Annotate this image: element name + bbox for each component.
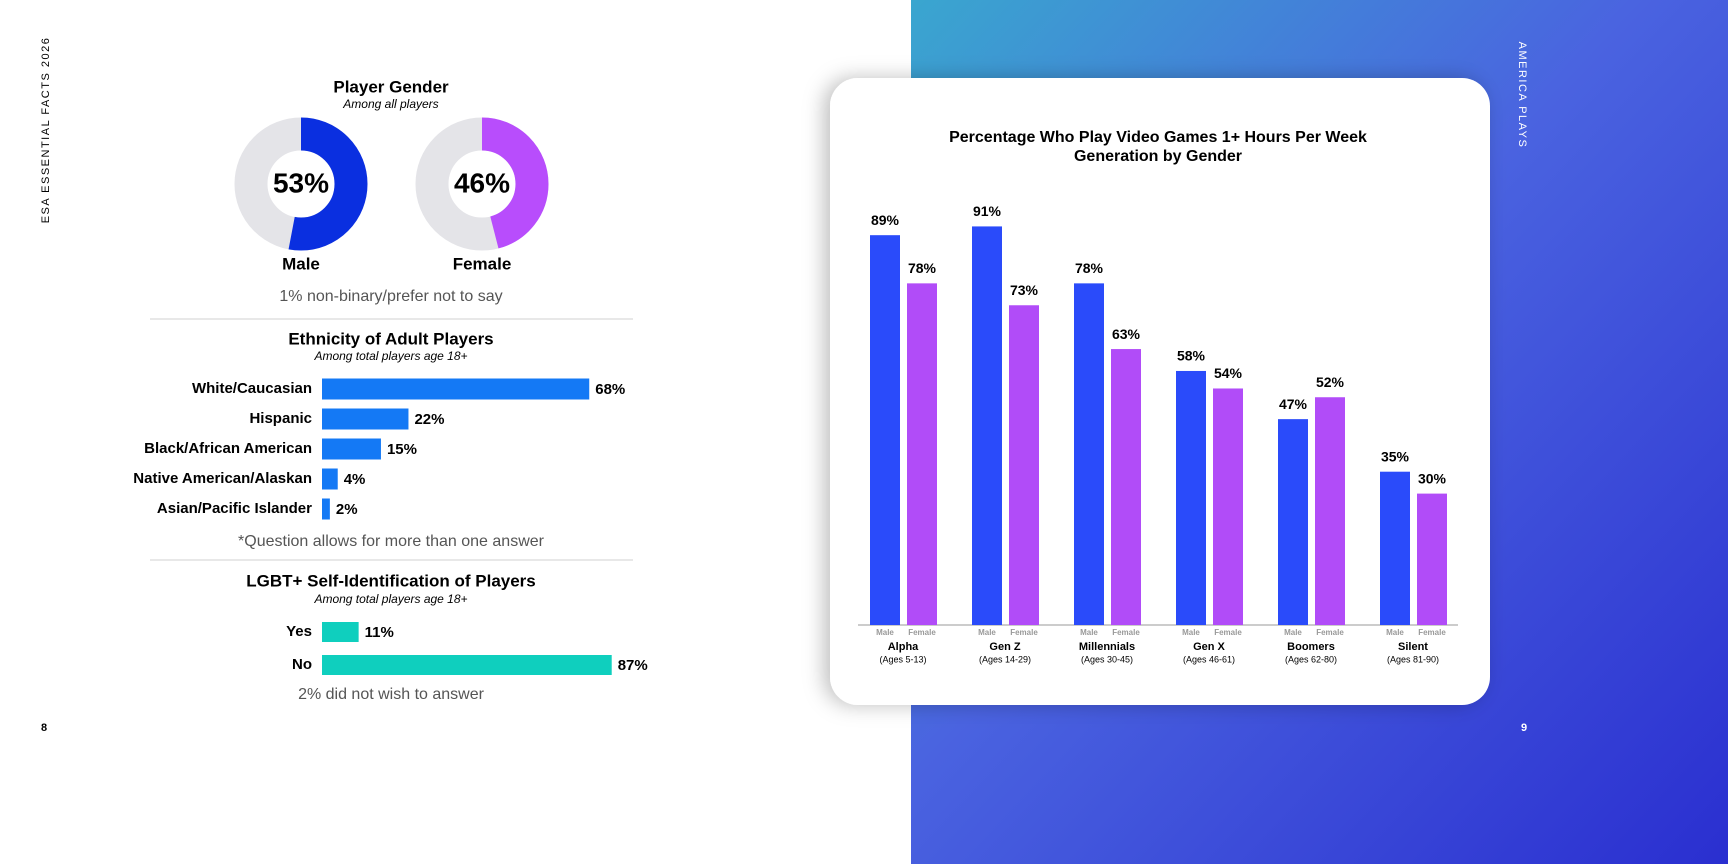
bar-value-label: 78% bbox=[908, 260, 937, 276]
series-label: Female bbox=[1418, 628, 1446, 637]
category-label: Millennials bbox=[1079, 641, 1135, 653]
category-label: Silent bbox=[1398, 641, 1428, 653]
series-label: Female bbox=[1214, 628, 1242, 637]
running-title: ESA ESSENTIAL FACTS 2026 bbox=[40, 37, 52, 224]
bar-value-label: 35% bbox=[1381, 448, 1410, 464]
bar bbox=[1278, 419, 1308, 625]
bar bbox=[1315, 397, 1345, 625]
category-label: Alpha bbox=[888, 641, 919, 653]
category-label: Boomers bbox=[1287, 641, 1335, 653]
series-label: Female bbox=[1010, 628, 1038, 637]
bar-value-label: 4% bbox=[344, 471, 366, 488]
donut-slice bbox=[234, 117, 368, 251]
bar bbox=[322, 655, 612, 675]
chart-title: LGBT+ Self-Identification of Players bbox=[246, 571, 536, 590]
chart-note: 1% non-binary/prefer not to say bbox=[279, 288, 502, 305]
bar bbox=[907, 283, 937, 625]
bar bbox=[972, 226, 1002, 626]
bar-value-label: 91% bbox=[973, 203, 1002, 219]
chart-title: Player Gender bbox=[333, 77, 449, 96]
bar-value-label: 78% bbox=[1075, 260, 1104, 276]
bar-value-label: 54% bbox=[1214, 365, 1243, 381]
bar-value-label: 30% bbox=[1418, 470, 1447, 486]
category-sublabel: (Ages 5-13) bbox=[879, 654, 926, 664]
bar-category: White/Caucasian bbox=[192, 380, 312, 397]
series-label: Male bbox=[1080, 628, 1098, 637]
bar-category: No bbox=[292, 656, 312, 673]
bar-category: Hispanic bbox=[249, 410, 312, 427]
bar-value-label: 52% bbox=[1316, 374, 1345, 390]
chart-subtitle: Among total players age 18+ bbox=[313, 349, 467, 363]
category-label: Gen Z bbox=[989, 641, 1020, 653]
chart-note: 2% did not wish to answer bbox=[298, 686, 485, 703]
donut-hole bbox=[268, 151, 334, 217]
chart-subtitle: Among total players age 18+ bbox=[313, 592, 467, 606]
category-sublabel: (Ages 30-45) bbox=[1081, 654, 1133, 664]
series-label: Female bbox=[1112, 628, 1140, 637]
bar bbox=[322, 498, 330, 520]
page-number: 8 bbox=[41, 722, 47, 734]
series-label: Male bbox=[1386, 628, 1404, 637]
bar bbox=[1417, 493, 1447, 625]
donut-hole bbox=[449, 151, 515, 217]
series-label: Female bbox=[1316, 628, 1344, 637]
bar-value-label: 87% bbox=[618, 657, 648, 674]
bar bbox=[1009, 305, 1039, 625]
bar bbox=[1074, 283, 1104, 625]
bar bbox=[322, 408, 409, 430]
bar-value-label: 22% bbox=[414, 411, 444, 428]
chart-title: Ethnicity of Adult Players bbox=[288, 329, 493, 348]
bar-value-label: 15% bbox=[387, 441, 417, 458]
donut-value-label: 53% bbox=[273, 167, 329, 198]
bar-value-label: 89% bbox=[871, 212, 900, 228]
bar-value-label: 68% bbox=[595, 381, 625, 398]
series-label: Male bbox=[876, 628, 894, 637]
chart-title: Percentage Who Play Video Games 1+ Hours… bbox=[949, 129, 1367, 146]
page-number: 9 bbox=[1521, 722, 1527, 734]
bar bbox=[1176, 370, 1206, 625]
bar-category: Black/African American bbox=[144, 440, 312, 457]
bar-value-label: 58% bbox=[1177, 348, 1206, 364]
bar bbox=[322, 622, 359, 642]
bar-value-label: 73% bbox=[1010, 282, 1039, 298]
donut-category: Male bbox=[282, 254, 320, 273]
running-title: AMERICA PLAYS bbox=[1516, 42, 1528, 149]
bar bbox=[322, 438, 381, 460]
bar-category: Asian/Pacific Islander bbox=[157, 500, 312, 517]
category-sublabel: (Ages 46-61) bbox=[1183, 654, 1235, 664]
category-sublabel: (Ages 81-90) bbox=[1387, 654, 1439, 664]
chart-title: Generation by Gender bbox=[1074, 148, 1242, 165]
bar-category: Yes bbox=[286, 623, 312, 640]
bar bbox=[1213, 388, 1243, 625]
bar-value-label: 11% bbox=[365, 624, 394, 641]
series-label: Male bbox=[1284, 628, 1302, 637]
category-label: Gen X bbox=[1193, 641, 1225, 653]
bar-value-label: 47% bbox=[1279, 396, 1308, 412]
series-label: Male bbox=[1182, 628, 1200, 637]
bar bbox=[322, 378, 590, 400]
chart-subtitle: Among all players bbox=[342, 97, 438, 111]
bar bbox=[870, 235, 900, 625]
bar bbox=[1380, 471, 1410, 625]
series-label: Female bbox=[908, 628, 936, 637]
bar-value-label: 63% bbox=[1112, 326, 1141, 342]
donut-value-label: 46% bbox=[454, 167, 510, 198]
series-label: Male bbox=[978, 628, 996, 637]
donut-category: Female bbox=[453, 254, 512, 273]
bar-category: Native American/Alaskan bbox=[133, 470, 312, 487]
bar-value-label: 2% bbox=[336, 501, 358, 518]
category-sublabel: (Ages 62-80) bbox=[1285, 654, 1337, 664]
category-sublabel: (Ages 14-29) bbox=[979, 654, 1031, 664]
donut-slice bbox=[415, 117, 549, 251]
bar bbox=[322, 468, 338, 490]
bar bbox=[1111, 349, 1141, 625]
chart-note: *Question allows for more than one answe… bbox=[238, 533, 545, 550]
